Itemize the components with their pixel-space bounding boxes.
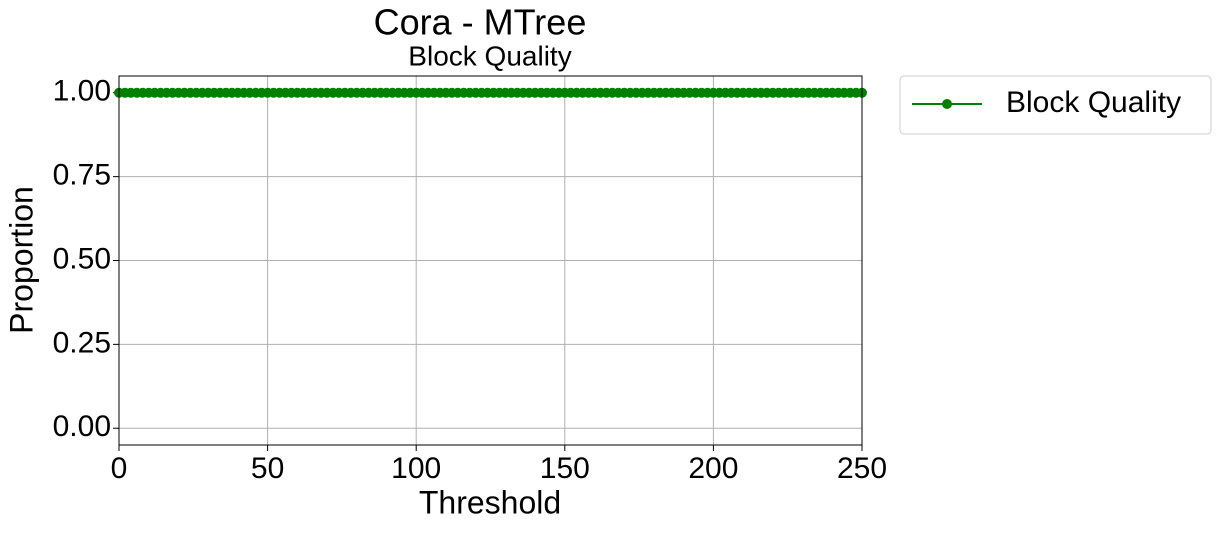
legend-label: Block Quality: [1006, 86, 1181, 119]
y-axis-label: Proportion: [3, 186, 39, 334]
legend-box: [899, 75, 1212, 135]
y-tick-label: 1.00: [53, 75, 111, 108]
x-tick-label: 100: [391, 452, 441, 485]
y-tick-label: 0.25: [53, 326, 111, 359]
legend-marker: [942, 99, 952, 109]
x-tick-label: 50: [251, 452, 284, 485]
y-tick-label: 0.75: [53, 159, 111, 192]
x-tick-label: 200: [688, 452, 738, 485]
y-tick-label: 0.50: [53, 242, 111, 275]
x-tick-label: 250: [837, 452, 887, 485]
y-tick-label: 0.00: [53, 410, 111, 443]
x-tick-label: 150: [540, 452, 590, 485]
axes-frame: [118, 75, 863, 446]
chart-title: Cora - MTree: [374, 2, 587, 43]
chart-subtitle: Block Quality: [408, 40, 571, 71]
x-tick-label: 0: [111, 452, 128, 485]
x-axis-label: Threshold: [419, 484, 561, 520]
